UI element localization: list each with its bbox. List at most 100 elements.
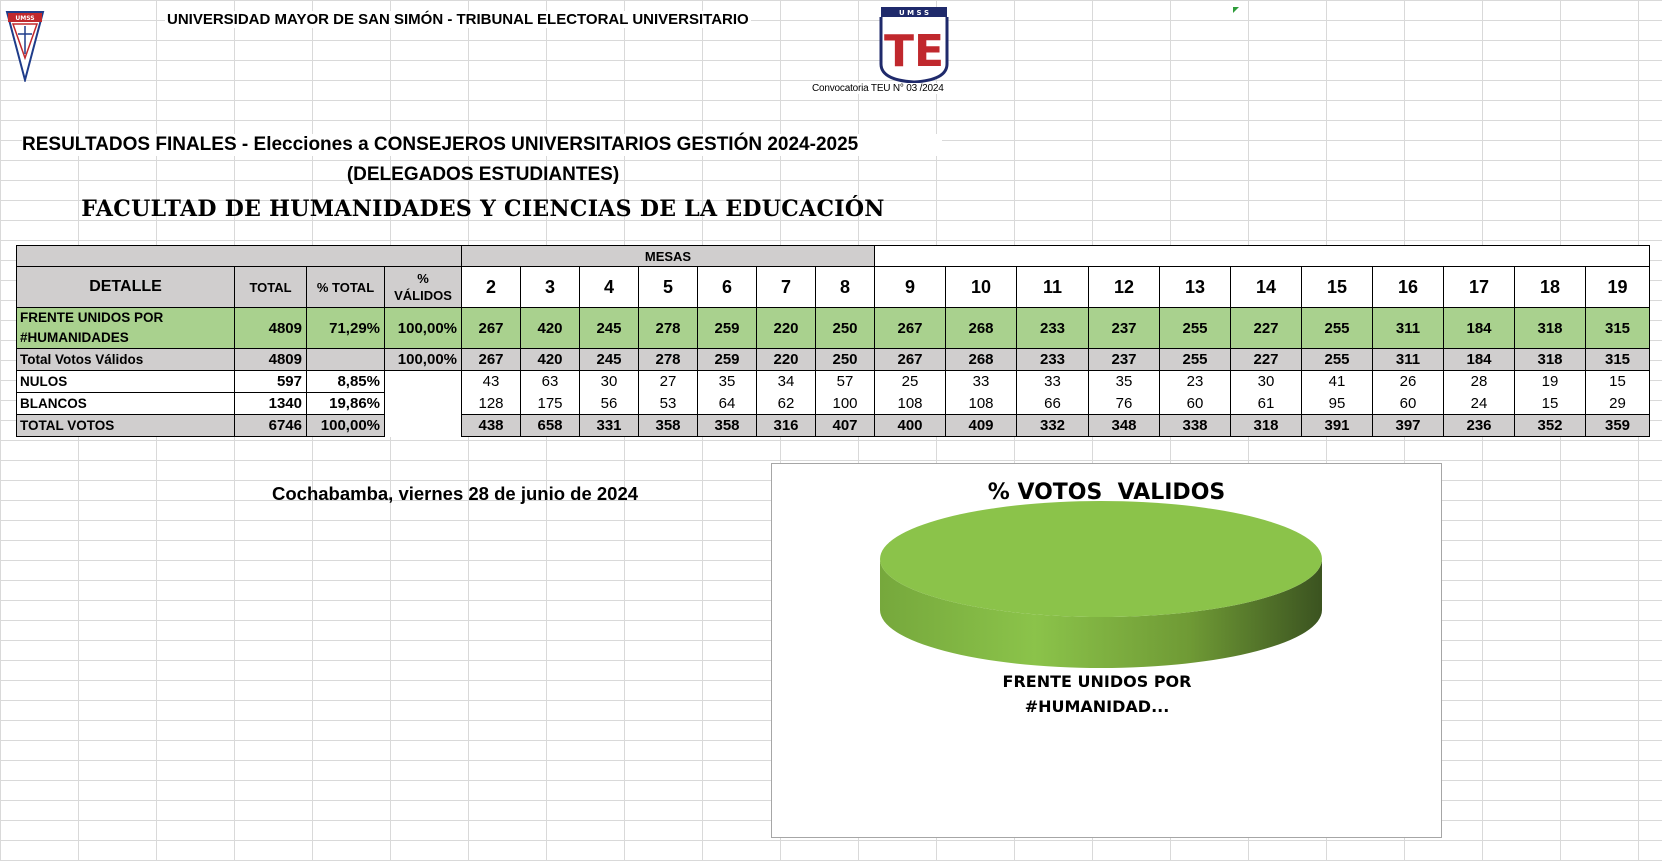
pie-data-label: FRENTE UNIDOS POR #HUMANIDAD... (1002, 672, 1192, 716)
cell-mesa-11: 66 (1016, 392, 1089, 415)
cell-mesa-17: 24 (1443, 392, 1515, 415)
pie-chart[interactable]: % VOTOS VALIDOS FRENTE UNIDOS POR #HUMAN… (771, 463, 1442, 838)
cell-mesa-6: 358 (697, 414, 757, 437)
cell-mesa-12: 237 (1088, 307, 1160, 349)
row-label: TOTAL VOTOS (16, 414, 235, 437)
chart-title: % VOTOS VALIDOS (987, 480, 1226, 505)
faculty-title: FACULTAD DE HUMANIDADES Y CIENCIAS DE LA… (81, 196, 885, 222)
cell-mesa-6: 259 (697, 348, 757, 371)
row-total: 6746 (234, 414, 307, 437)
row-label: FRENTE UNIDOS POR #HUMANIDADES (16, 307, 235, 349)
cell-mesa-5: 358 (638, 414, 698, 437)
cell-mesa-5: 278 (638, 307, 698, 349)
cell-mesa-16: 311 (1372, 348, 1444, 371)
cell-mesa-18: 15 (1514, 392, 1586, 415)
header-mesa-6: 6 (697, 266, 757, 308)
cell-mesa-15: 255 (1301, 307, 1373, 349)
cell-mesa-18: 318 (1514, 348, 1586, 371)
cell-mesa-2: 267 (461, 307, 521, 349)
cell-mesa-8: 407 (815, 414, 875, 437)
cell-mesa-6: 259 (697, 307, 757, 349)
cell-mesa-11: 233 (1016, 307, 1089, 349)
header-pct-validos-label: VÁLIDOS (394, 288, 452, 303)
row-label: BLANCOS (16, 392, 235, 415)
header-mesa-2: 2 (461, 266, 521, 308)
umss-logo: UMSS (5, 10, 45, 84)
cell-mesa-4: 331 (579, 414, 639, 437)
table-row-validos: Total Votos Válidos 4809 100,00% 267 420 2… (16, 348, 1650, 371)
header-mesa-15: 15 (1301, 266, 1373, 308)
row-total: 4809 (234, 307, 307, 349)
header-mesa-3: 3 (520, 266, 580, 308)
row-pct-total (306, 348, 385, 371)
cell-mesa-13: 338 (1159, 414, 1231, 437)
row-label: NULOS (16, 370, 235, 393)
cell-mesa-3: 175 (520, 392, 580, 415)
cell-mesa-14: 227 (1230, 348, 1302, 371)
cell-mesa-9: 267 (874, 348, 946, 371)
cell-mesa-8: 57 (815, 370, 875, 393)
cell-mesa-7: 220 (756, 307, 816, 349)
header-pct-total: % TOTAL (306, 266, 385, 308)
cell-mesa-17: 28 (1443, 370, 1515, 393)
cell-mesa-2: 438 (461, 414, 521, 437)
header-pct-validos-symbol: % (417, 271, 429, 286)
cell-mesa-5: 27 (638, 370, 698, 393)
row-total: 1340 (234, 392, 307, 415)
cell-mesa-12: 237 (1088, 348, 1160, 371)
pie-chart-svg (880, 501, 1322, 668)
cell-mesa-16: 311 (1372, 307, 1444, 349)
cell-mesa-12: 76 (1088, 392, 1160, 415)
cell-mesa-4: 30 (579, 370, 639, 393)
cell-mesa-7: 220 (756, 348, 816, 371)
cell-mesa-2: 128 (461, 392, 521, 415)
row-pct-validos: 100,00% (384, 307, 462, 349)
mesas-header-row: MESAS (16, 245, 1650, 267)
row-pct-total: 19,86% (306, 392, 385, 415)
cell-mesa-8: 100 (815, 392, 875, 415)
cell-mesa-7: 316 (756, 414, 816, 437)
cell-mesa-9: 400 (874, 414, 946, 437)
cell-mesa-9: 25 (874, 370, 946, 393)
table-row-blancos: BLANCOS 1340 19,86% 128 175 56 53 64 62 100 108… (16, 392, 1650, 415)
cell-mesa-7: 34 (756, 370, 816, 393)
cell-mesa-3: 420 (520, 348, 580, 371)
cell-mesa-6: 35 (697, 370, 757, 393)
cell-mesa-19: 315 (1585, 307, 1650, 349)
cell-mesa-16: 60 (1372, 392, 1444, 415)
cell-mesa-14: 318 (1230, 414, 1302, 437)
header-total: TOTAL (234, 266, 307, 308)
header-mesa-9: 9 (874, 266, 946, 308)
results-subtitle: (DELEGADOS ESTUDIANTES) (346, 164, 620, 185)
cell-mesa-9: 267 (874, 307, 946, 349)
blank-header-cell (16, 245, 462, 267)
cell-mesa-17: 236 (1443, 414, 1515, 437)
results-title: RESULTADOS FINALES - Elecciones a CONSEJ… (22, 134, 942, 156)
row-pct-validos: 100,00% (384, 348, 462, 371)
header-pct-validos: % VÁLIDOS (384, 266, 462, 308)
cell-mesa-11: 233 (1016, 348, 1089, 371)
header-mesa-14: 14 (1230, 266, 1302, 308)
row-pct-total: 100,00% (306, 414, 385, 437)
pie-slice-frente[interactable] (880, 501, 1322, 617)
row-total: 597 (234, 370, 307, 393)
cell-mesa-3: 658 (520, 414, 580, 437)
cell-mesa-11: 332 (1016, 414, 1089, 437)
cell-mesa-15: 95 (1301, 392, 1373, 415)
cell-comment-marker (1233, 7, 1239, 13)
header-mesa-10: 10 (945, 266, 1017, 308)
cell-mesa-10: 268 (945, 348, 1017, 371)
header-mesa-11: 11 (1016, 266, 1089, 308)
cell-mesa-4: 245 (579, 348, 639, 371)
cell-mesa-16: 397 (1372, 414, 1444, 437)
cell-mesa-14: 30 (1230, 370, 1302, 393)
cell-mesa-15: 391 (1301, 414, 1373, 437)
table-row-total-votos: TOTAL VOTOS 6746 100,00% 438 658 331 358 358… (16, 414, 1650, 437)
header-mesa-4: 4 (579, 266, 639, 308)
date-line: Cochabamba, viernes 28 de junio de 2024 (272, 483, 639, 504)
umss-logo-text: UMSS (15, 15, 34, 22)
header-mesa-12: 12 (1088, 266, 1160, 308)
cell-mesa-8: 250 (815, 348, 875, 371)
